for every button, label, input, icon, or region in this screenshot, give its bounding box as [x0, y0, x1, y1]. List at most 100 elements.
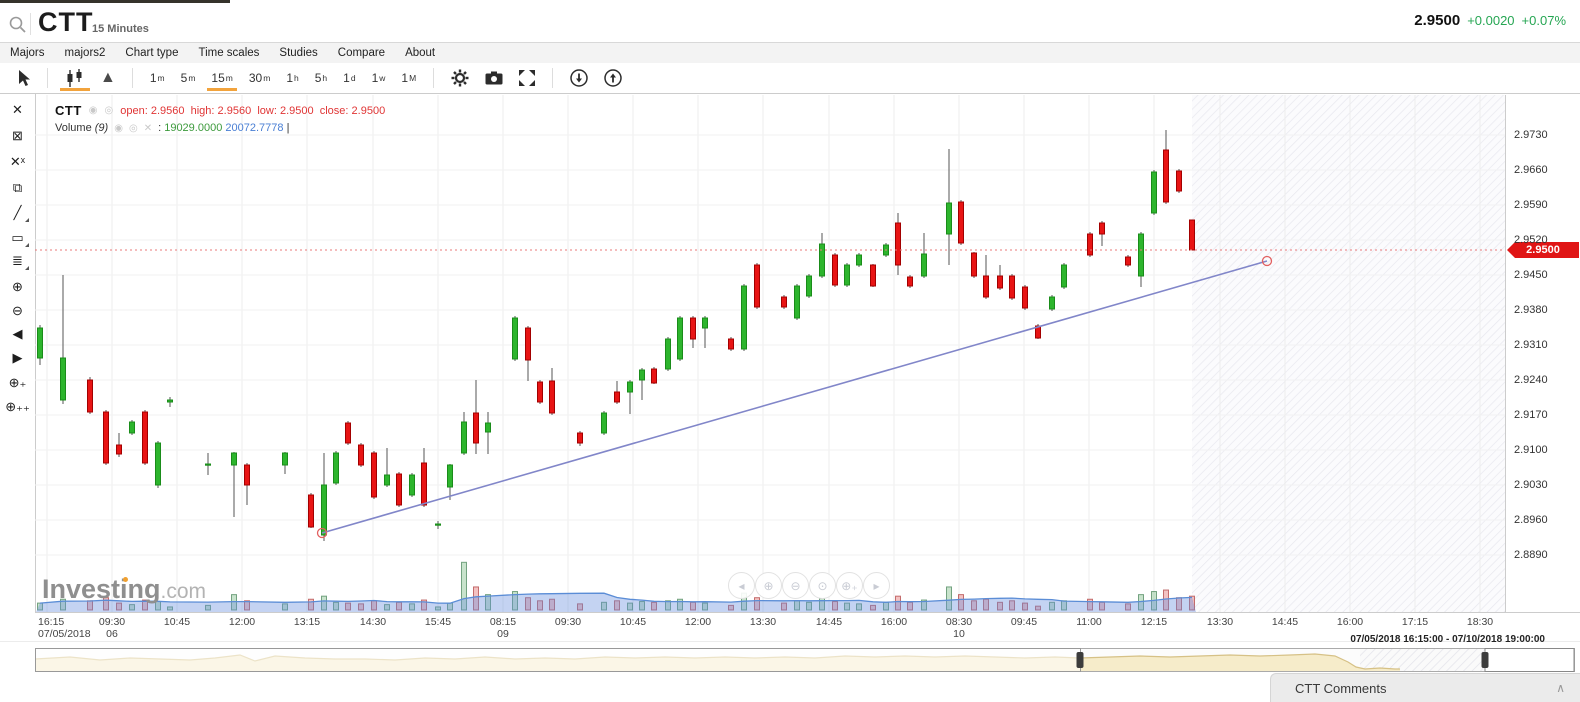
- visibility-icon[interactable]: ◉: [114, 122, 123, 134]
- time-tick-label: 12:15: [1140, 616, 1168, 628]
- candle-body: [997, 275, 1003, 289]
- volume-bar: [895, 595, 901, 611]
- pan-left-button[interactable]: ◂: [728, 572, 755, 599]
- navigator-handle[interactable]: [1481, 652, 1489, 668]
- zoom-in-button[interactable]: ⊕: [755, 572, 782, 599]
- price-tick-label: 2.9660: [1514, 164, 1548, 176]
- zoom-in-icon[interactable]: ⊕: [12, 279, 23, 294]
- volume-bar: [1138, 594, 1144, 611]
- zoom-xy-icon[interactable]: ⊕₊₊: [5, 399, 30, 414]
- zoom-out-icon[interactable]: ⊖: [12, 303, 23, 318]
- fullscreen-button[interactable]: [511, 65, 543, 91]
- candle-body: [371, 452, 377, 498]
- collapse-chevron-icon[interactable]: ∧: [1556, 681, 1565, 695]
- menu-item-majors2[interactable]: majors2: [64, 47, 106, 59]
- candle-body: [677, 317, 683, 360]
- navigator-mask-left[interactable]: [35, 648, 1081, 672]
- visibility-icon[interactable]: ◉: [88, 105, 98, 116]
- volume-bar: [601, 601, 607, 611]
- toolbar-separator: [552, 68, 554, 88]
- cursor-tool-button[interactable]: [8, 65, 38, 91]
- time-tick-label: 17:15: [1401, 616, 1429, 628]
- candle-body: [1125, 256, 1131, 266]
- time-axis[interactable]: 16:15 07/05/2018 09:30 06 10:45 12:00 13:15 14:…: [35, 612, 1580, 641]
- time-tick-label: 10:45: [163, 616, 191, 628]
- menu-item-time-scales[interactable]: Time scales: [198, 47, 260, 59]
- menu-item-majors[interactable]: Majors: [10, 47, 45, 59]
- navigator-scrollbar[interactable]: [35, 648, 1575, 672]
- zoom-out-button[interactable]: ⊖: [782, 572, 809, 599]
- menu-item-compare[interactable]: Compare: [337, 47, 386, 59]
- trendline-handle[interactable]: [1261, 255, 1273, 267]
- toolbar: ▲ 1 m 5 m 15 m 30 m 1 h 5 h 1 d 1 w 1 M: [0, 63, 1580, 94]
- clone-drawing-icon[interactable]: ⧉: [12, 180, 23, 195]
- rectangle-tool-icon[interactable]: ▭: [0, 228, 35, 248]
- comments-panel[interactable]: CTT Comments ∧: [1270, 673, 1580, 702]
- volume-bar: [958, 594, 964, 611]
- volume-bar: [1087, 598, 1093, 611]
- trendline-drawing[interactable]: [316, 255, 1273, 539]
- save-chart-button[interactable]: [596, 65, 630, 91]
- candle-body: [958, 201, 964, 244]
- scroll-right-icon[interactable]: ▶: [12, 350, 23, 365]
- remove-indicator-icon[interactable]: ✕: [143, 122, 153, 134]
- scroll-left-icon[interactable]: ◀: [12, 326, 23, 341]
- volume-bar: [832, 601, 838, 611]
- load-chart-button[interactable]: [562, 65, 596, 91]
- candle-body: [512, 317, 518, 360]
- candle-body: [549, 380, 555, 414]
- timeframe-button-30m[interactable]: 30 m: [248, 71, 271, 85]
- zoom-x-icon[interactable]: ⊕₊: [8, 375, 27, 390]
- series-settings-icon[interactable]: ◎: [104, 105, 114, 116]
- volume-bar: [537, 600, 543, 611]
- volume-ma-line: [39, 592, 1193, 604]
- screenshot-button[interactable]: [477, 65, 511, 91]
- zoom-reset-button[interactable]: ⊙: [809, 572, 836, 599]
- trendline-tool-icon[interactable]: ╱: [0, 203, 35, 223]
- comments-panel-title: CTT Comments: [1295, 681, 1387, 696]
- navigator-handle[interactable]: [1076, 652, 1084, 668]
- menu-item-about[interactable]: About: [405, 47, 436, 59]
- search-icon[interactable]: [8, 15, 28, 40]
- navigator-mask-right[interactable]: [1484, 648, 1575, 672]
- deselect-tool-icon[interactable]: ⊠: [12, 128, 23, 143]
- indicator-settings-icon[interactable]: ◎: [128, 122, 138, 134]
- area-chart-button[interactable]: ▲: [93, 65, 123, 91]
- gear-icon: [451, 69, 469, 87]
- delete-all-drawings-icon[interactable]: ✕ˣ: [9, 154, 26, 169]
- zoom-all-button[interactable]: ⊕₊: [836, 572, 863, 599]
- trendline-handle[interactable]: [316, 527, 328, 539]
- fibonacci-tool-icon[interactable]: ≣: [0, 251, 35, 271]
- menu-item-studies[interactable]: Studies: [279, 47, 318, 59]
- price-chart[interactable]: [35, 95, 1505, 612]
- menu-item-chart-type[interactable]: Chart type: [125, 47, 179, 59]
- candle-body: [1009, 275, 1015, 299]
- candle-body: [577, 432, 583, 444]
- volume-bar: [525, 597, 531, 611]
- candlestick-chart-button[interactable]: [57, 65, 93, 91]
- volume-bar: [345, 602, 351, 611]
- tool-expand-corner: [25, 218, 29, 222]
- settings-button[interactable]: [443, 65, 477, 91]
- delete-drawing-icon[interactable]: ✕: [12, 102, 23, 117]
- time-tick-label: 15:45: [424, 616, 452, 628]
- volume-bar: [1009, 600, 1015, 611]
- price-tick-label: 2.9170: [1514, 409, 1548, 421]
- time-tick-label: 14:45: [1271, 616, 1299, 628]
- timeframe-button-15m[interactable]: 15 m: [203, 65, 240, 91]
- pan-right-button[interactable]: ▸: [863, 572, 890, 599]
- candle-body: [421, 462, 427, 506]
- tool-expand-corner: [25, 266, 29, 270]
- candle-body: [37, 327, 43, 359]
- navigator-no-data: [1360, 649, 1485, 671]
- time-tick-label: 14:30: [359, 616, 387, 628]
- volume-bar: [1189, 595, 1195, 611]
- price-axis[interactable]: 2.9500 2.9730 2.9660 2.9590 2.9520 2.9450 2.9…: [1505, 95, 1580, 612]
